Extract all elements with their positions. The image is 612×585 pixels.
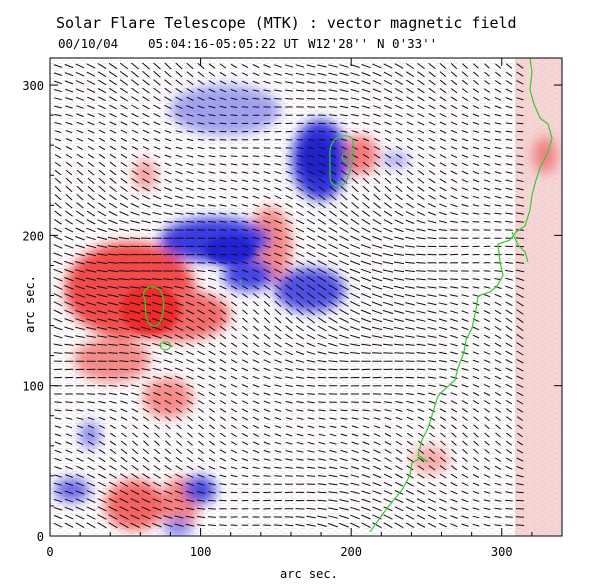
- x-tick-label: 200: [340, 545, 362, 559]
- y-tick-label: 0: [37, 530, 44, 544]
- x-tick-label: 0: [46, 545, 53, 559]
- longitudinal-field-map: [50, 58, 562, 538]
- magnetogram-plot: 0 100 200 300 0 100 200 300: [0, 0, 612, 585]
- x-tick-label: 100: [190, 545, 212, 559]
- y-tick-label: 300: [22, 79, 44, 93]
- y-tick-label: 100: [22, 380, 44, 394]
- y-axis-label: arc sec.: [23, 275, 37, 333]
- x-axis-label: arc sec.: [280, 567, 338, 581]
- x-tick-label: 300: [491, 545, 513, 559]
- y-tick-label: 200: [22, 229, 44, 243]
